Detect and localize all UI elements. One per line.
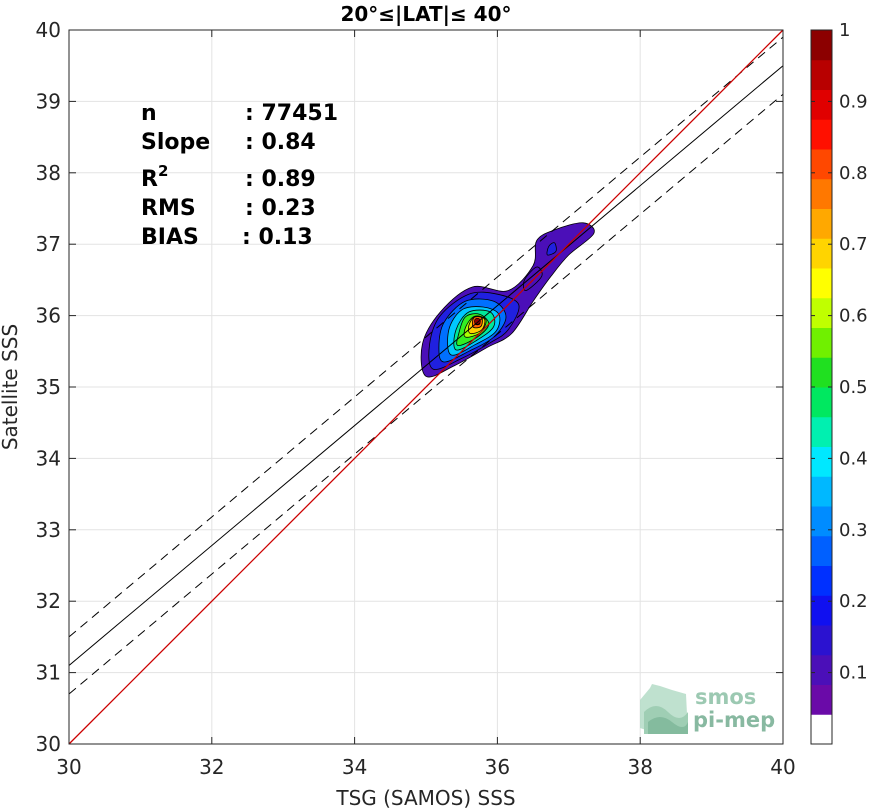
- logo-wave-icon: [640, 684, 688, 734]
- stat-label-3: RMS: [141, 196, 196, 221]
- colorbar-swatch-6: [811, 535, 832, 566]
- colorbar-tick-label-3: 0.4: [839, 448, 868, 469]
- colorbar-swatch-10: [811, 416, 832, 447]
- y-tick-label-5: 35: [36, 375, 61, 399]
- density-peak: [474, 318, 481, 325]
- colorbar-swatch-9: [811, 446, 832, 477]
- colorbar-swatch-7: [811, 506, 832, 537]
- colorbar-swatch-15: [811, 268, 832, 299]
- colorbar-swatch-18: [811, 178, 832, 209]
- x-tick-label-1: 32: [199, 755, 224, 779]
- regression-line: [68, 65, 784, 666]
- stat-value-0: : 77451: [245, 101, 338, 126]
- y-tick-label-0: 30: [36, 732, 61, 756]
- stat-value-3: : 0.23: [245, 196, 316, 221]
- colorbar-tick-label-8: 0.9: [839, 91, 868, 112]
- y-tick-label-8: 38: [36, 161, 61, 185]
- colorbar-tick-label-9: 1: [839, 20, 850, 41]
- contour-blob-0: [546, 242, 557, 256]
- x-tick-label-4: 38: [627, 755, 652, 779]
- y-axis-label: Satellite SSS: [0, 324, 22, 450]
- chart-title: 20°≤|LAT|≤ 40°: [340, 2, 511, 26]
- x-tick-label-0: 30: [56, 755, 81, 779]
- colorbar-tick-label-7: 0.8: [839, 163, 868, 184]
- colorbar-swatch-5: [811, 565, 832, 596]
- colorbar-tick-label-4: 0.5: [839, 377, 868, 398]
- colorbar-swatch-19: [811, 149, 832, 180]
- identity-line: [68, 29, 784, 745]
- colorbar-swatch-20: [811, 119, 832, 150]
- lower-bound-line: [68, 93, 784, 695]
- y-tick-label-2: 32: [36, 589, 61, 613]
- colorbar-swatch-3: [811, 625, 832, 656]
- stat-value-2: : 0.89: [245, 167, 316, 192]
- colorbar-tick-label-2: 0.3: [839, 520, 868, 541]
- x-tick-labels: 30 32 34 36 38 40: [56, 30, 796, 779]
- y-tick-label-1: 31: [36, 661, 61, 685]
- colorbar-swatch-0: [811, 714, 832, 745]
- colorbar-swatch-21: [811, 89, 832, 120]
- y-tick-label-4: 34: [36, 446, 61, 470]
- x-tick-label-5: 40: [770, 755, 795, 779]
- x-tick-label-3: 36: [485, 755, 510, 779]
- x-tick-label-2: 34: [342, 755, 367, 779]
- regression-lines: [68, 29, 784, 745]
- plot-area: [68, 29, 784, 745]
- stat-value-1: : 0.84: [245, 130, 316, 155]
- colorbar-tick-label-0: 0.1: [839, 663, 868, 684]
- y-tick-label-10: 40: [36, 18, 61, 42]
- colorbar-swatch-13: [811, 327, 832, 358]
- colorbar-swatch-2: [811, 654, 832, 685]
- upper-bound-line: [68, 36, 784, 638]
- smos-pimep-logo: smos pi-mep: [640, 684, 775, 734]
- x-axis-label: TSG (SAMOS) SSS: [335, 786, 515, 810]
- colorbar-tick-label-5: 0.6: [839, 306, 868, 327]
- colorbar-swatch-1: [811, 684, 832, 715]
- logo-text-pimep: pi-mep: [693, 708, 775, 732]
- colorbar-swatch-8: [811, 476, 832, 507]
- y-tick-label-7: 37: [36, 232, 61, 256]
- logo-text-smos: smos: [695, 685, 756, 709]
- colorbar-tick-label-1: 0.2: [839, 591, 868, 612]
- colorbar-swatch-11: [811, 387, 832, 418]
- y-tick-label-6: 36: [36, 304, 61, 328]
- stat-label-1: Slope: [141, 130, 210, 155]
- colorbar-swatch-23: [811, 30, 832, 61]
- stat-value-4: : 0.13: [242, 225, 313, 250]
- colorbar-swatch-4: [811, 595, 832, 626]
- colorbar-swatch-12: [811, 357, 832, 388]
- stat-label-4: BIAS: [141, 225, 199, 250]
- y-tick-label-9: 39: [36, 89, 61, 113]
- colorbar-tick-label-6: 0.7: [839, 234, 868, 255]
- colorbar-swatch-14: [811, 297, 832, 328]
- y-tick-labels: 30 31 32 33 34 35 36 37 38 39 40: [36, 18, 783, 756]
- colorbar-swatch-17: [811, 208, 832, 239]
- colorbar-swatch-16: [811, 238, 832, 269]
- stat-label-0: n: [141, 101, 157, 126]
- y-tick-label-3: 33: [36, 518, 61, 542]
- colorbar-swatch-22: [811, 59, 832, 90]
- colorbar: 0.1 0.2 0.3 0.4 0.5 0.6 0.7 0.8 0.9 1: [810, 20, 868, 745]
